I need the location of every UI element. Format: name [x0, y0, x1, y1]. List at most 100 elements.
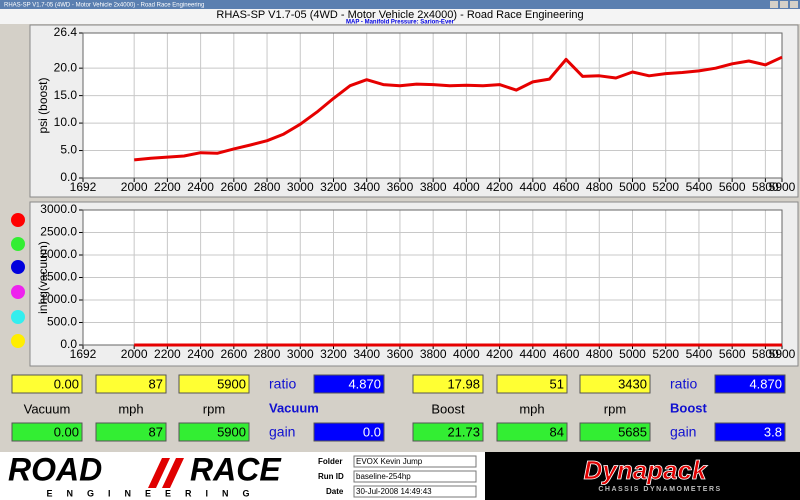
- ratio-box: [313, 374, 385, 394]
- window-title: RHAS-SP V1.7-05 (4WD - Motor Vehicle 2x4…: [4, 3, 204, 9]
- x-tick-label: 4600: [553, 180, 580, 194]
- gain-box-value: 0.0: [363, 424, 381, 439]
- x-tick-label: 5000: [619, 347, 646, 361]
- readout-box: [412, 374, 484, 394]
- gain-label: gain: [670, 424, 696, 440]
- channel-toggle[interactable]: [11, 237, 25, 251]
- channel-toggle[interactable]: [11, 213, 25, 227]
- ratio-label: ratio: [670, 376, 697, 392]
- y-tick-label: 10.0: [54, 115, 78, 129]
- readout-box-value: 84: [550, 424, 564, 439]
- x-tick-label: 3600: [387, 347, 414, 361]
- x-tick-label: 2000: [121, 180, 148, 194]
- x-tick-label: 2400: [187, 347, 214, 361]
- x-tick-label: 4200: [486, 180, 513, 194]
- logo-slashes: [148, 458, 184, 488]
- header-title: RHAS-SP V1.7-05 (4WD - Motor Vehicle 2x4…: [216, 9, 583, 21]
- x-tick-label: 1692: [70, 347, 97, 361]
- brand: Dynapack: [584, 455, 708, 485]
- readout-box-value: 21.73: [447, 424, 480, 439]
- x-tick-label: 5000: [619, 180, 646, 194]
- x-tick-label: 3800: [420, 347, 447, 361]
- brand-sub: CHASSIS DYNAMOMETERS: [598, 486, 721, 493]
- logo-race: RACE: [190, 451, 282, 487]
- x-tick-label: 5900: [769, 347, 796, 361]
- mode-label: Boost: [670, 400, 708, 415]
- x-tick-label: 4600: [553, 347, 580, 361]
- logo-sub: ENGINEERING: [46, 488, 263, 498]
- readout-box: [178, 422, 250, 442]
- readout-label: Vacuum: [24, 401, 71, 416]
- x-tick-label: 1692: [70, 180, 97, 194]
- x-tick-label: 5400: [686, 347, 713, 361]
- x-tick-label: 2200: [154, 347, 181, 361]
- x-tick-label: 4400: [519, 180, 546, 194]
- readout-box: [496, 374, 568, 394]
- readout-box-value: 5900: [217, 424, 246, 439]
- readout-label: mph: [519, 401, 544, 416]
- x-tick-label: 5400: [686, 180, 713, 194]
- ratio-box-value: 4.870: [749, 376, 782, 391]
- x-tick-label: 3800: [420, 180, 447, 194]
- x-tick-label: 3400: [353, 347, 380, 361]
- run-label: Run ID: [318, 472, 344, 481]
- readout-box: [95, 374, 167, 394]
- y-tick-label: 20.0: [54, 60, 78, 74]
- folder-label: Folder: [318, 457, 342, 466]
- readout-box: [496, 422, 568, 442]
- y-tick-label: 15.0: [54, 88, 78, 102]
- x-tick-label: 5200: [652, 180, 679, 194]
- channel-toggle[interactable]: [11, 334, 25, 348]
- x-tick-label: 4800: [586, 180, 613, 194]
- folder-field: [353, 455, 477, 468]
- x-tick-label: 3600: [387, 180, 414, 194]
- gain-box-value: 3.8: [764, 424, 782, 439]
- close-button[interactable]: [790, 1, 798, 8]
- gain-label: gain: [269, 424, 295, 440]
- y-tick-label: 3000.0: [40, 202, 77, 216]
- x-tick-label: 4400: [519, 347, 546, 361]
- readout-label: rpm: [604, 401, 626, 416]
- ratio-label: ratio: [269, 376, 296, 392]
- y-axis-label: inhg(vacuum): [36, 241, 50, 314]
- readout-box-value: 17.98: [447, 376, 480, 391]
- x-tick-label: 5200: [652, 347, 679, 361]
- readout-box: [11, 374, 83, 394]
- x-tick-label: 3400: [353, 180, 380, 194]
- readout-label: rpm: [203, 401, 225, 416]
- y-tick-label: 2500.0: [40, 225, 77, 239]
- x-tick-label: 4200: [486, 347, 513, 361]
- channel-toggle[interactable]: [11, 310, 25, 324]
- minimize-button[interactable]: [770, 1, 778, 8]
- readout-box: [178, 374, 250, 394]
- maximize-button[interactable]: [780, 1, 788, 8]
- channel-toggle[interactable]: [11, 285, 25, 299]
- readout-box-value: 87: [149, 424, 163, 439]
- y-tick-label: 5.0: [60, 143, 77, 157]
- readout-box-value: 5900: [217, 376, 246, 391]
- x-tick-label: 2600: [220, 347, 247, 361]
- readout-label: Boost: [431, 401, 465, 416]
- brand-area: [485, 452, 800, 500]
- readout-box: [579, 374, 651, 394]
- gain-box: [313, 422, 385, 442]
- x-tick-label: 2400: [187, 180, 214, 194]
- channel-toggle[interactable]: [11, 260, 25, 274]
- ratio-box-value: 4.870: [348, 376, 381, 391]
- header: [0, 9, 800, 24]
- y-tick-label: 0.0: [60, 337, 77, 351]
- gain-box: [714, 422, 786, 442]
- run-field: [353, 470, 477, 483]
- x-tick-label: 3000: [287, 347, 314, 361]
- x-tick-label: 3200: [320, 180, 347, 194]
- y-tick-label: 26.4: [54, 25, 78, 39]
- y-tick-label: 500.0: [47, 315, 77, 329]
- x-tick-label: 2600: [220, 180, 247, 194]
- x-tick-label: 2800: [254, 180, 281, 194]
- x-tick-label: 3200: [320, 347, 347, 361]
- readout-box-value: 51: [550, 376, 564, 391]
- folder-value: EVOX Kevin Jump: [356, 457, 423, 466]
- x-tick-label: 5900: [769, 180, 796, 194]
